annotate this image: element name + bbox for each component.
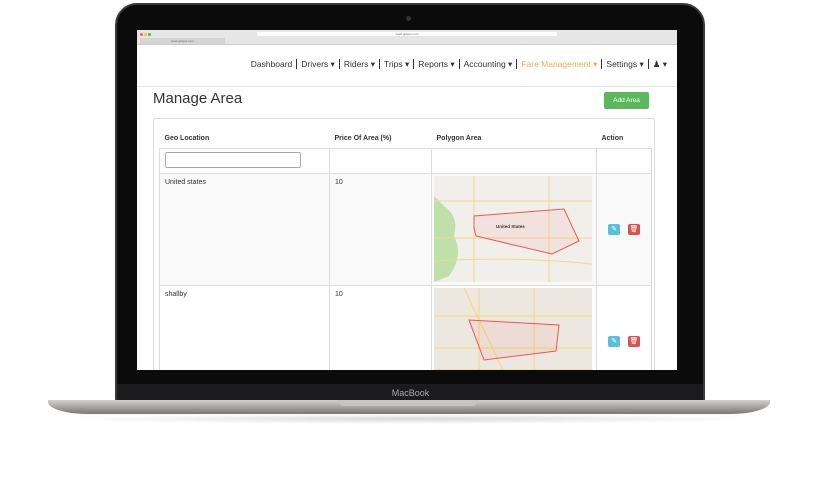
area-table-panel: Geo Location Price Of Area (%) Polygon A… <box>153 118 655 370</box>
laptop-chin <box>117 384 703 401</box>
edit-button[interactable]: ✎ <box>608 223 620 235</box>
laptop-brand: MacBook <box>391 388 430 398</box>
price-cell: 10 <box>329 172 432 286</box>
filter-cell <box>329 147 432 174</box>
nav-trips[interactable]: Trips ▾ <box>380 59 415 69</box>
edit-icon: ✎ <box>611 337 617 345</box>
camera <box>406 16 411 21</box>
nav-dashboard[interactable]: Dashboard <box>247 59 298 69</box>
laptop-notch <box>338 400 478 406</box>
filter-cell <box>431 147 597 174</box>
nav-riders[interactable]: Riders ▾ <box>340 59 381 69</box>
edit-icon: ✎ <box>611 225 617 233</box>
address-bar[interactable]: www.gospor.com <box>257 32 557 36</box>
trash-icon: 🗑 <box>629 337 639 345</box>
user-menu[interactable]: ♟ ▾ <box>649 59 671 69</box>
delete-button[interactable]: 🗑 <box>628 223 640 235</box>
action-cell: ✎ 🗑 <box>596 284 652 370</box>
nav-settings[interactable]: Settings ▾ <box>602 59 649 69</box>
table-row: shallby 10 ✎ 🗑 <box>159 284 652 371</box>
filter-cell <box>596 147 652 174</box>
col-price: Price Of Area (%) <box>329 129 432 149</box>
col-polygon: Polygon Area <box>431 129 597 149</box>
geo-location-cell: shallby <box>159 284 330 370</box>
price-cell: 10 <box>329 284 432 370</box>
polygon-cell: United States <box>431 172 597 286</box>
table-row: United states 10 United States ✎ 🗑 <box>159 172 652 286</box>
area-table: Geo Location Price Of Area (%) Polygon A… <box>159 129 652 370</box>
divider <box>137 86 677 87</box>
polygon-map[interactable] <box>434 287 592 371</box>
main-nav: Dashboard Drivers ▾ Riders ▾ Trips ▾ Rep… <box>247 59 671 69</box>
action-cell: ✎ 🗑 <box>596 172 652 286</box>
geo-location-filter-input[interactable] <box>165 151 301 168</box>
col-action: Action <box>596 129 652 149</box>
delete-button[interactable]: 🗑 <box>628 335 640 347</box>
nav-drivers[interactable]: Drivers ▾ <box>297 59 340 69</box>
page-title: Manage Area <box>153 90 243 107</box>
trash-icon: 🗑 <box>629 225 639 233</box>
screen: www.gospor.com www.gospor.com Dashboard … <box>137 30 677 370</box>
polygon-map[interactable]: United States <box>434 175 592 282</box>
nav-accounting[interactable]: Accounting ▾ <box>460 59 518 69</box>
edit-button[interactable]: ✎ <box>608 335 620 347</box>
user-icon: ♟ ▾ <box>652 59 667 69</box>
nav-fare-management[interactable]: Fare Management ▾ <box>517 59 603 69</box>
laptop-shadow <box>60 414 760 424</box>
filter-cell <box>159 147 330 174</box>
add-area-button[interactable]: Add Area <box>604 92 649 109</box>
window-controls[interactable] <box>140 33 152 37</box>
laptop-base <box>48 400 770 414</box>
browser-tab[interactable]: www.gospor.com <box>140 38 225 44</box>
map-label: United States <box>496 224 525 229</box>
geo-location-cell: United states <box>159 172 330 286</box>
col-geo-location: Geo Location <box>159 129 330 149</box>
polygon-cell <box>431 284 597 371</box>
nav-reports[interactable]: Reports ▾ <box>414 59 460 69</box>
browser-chrome: www.gospor.com www.gospor.com <box>137 30 677 45</box>
